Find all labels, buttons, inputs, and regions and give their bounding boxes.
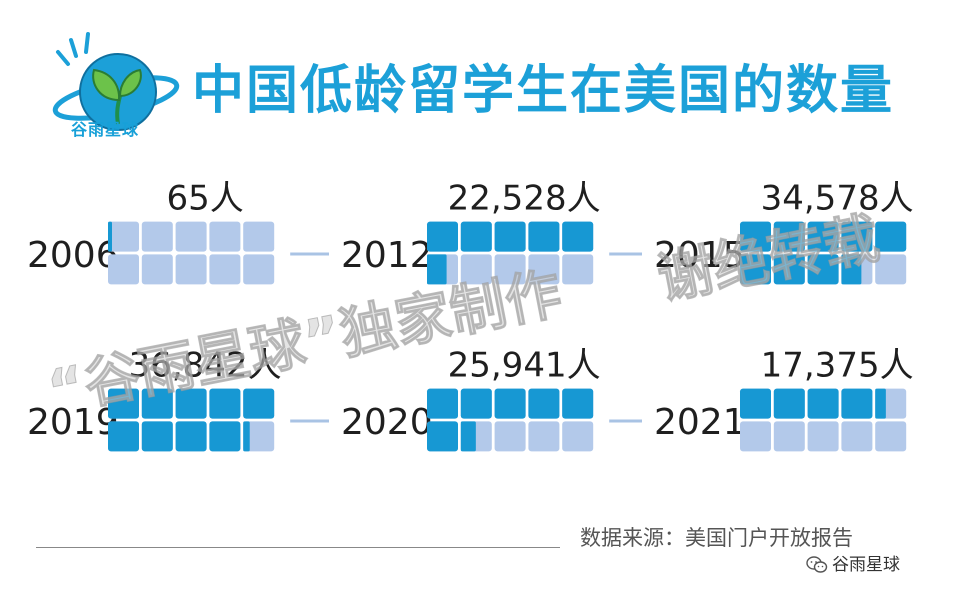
waffle-cell	[175, 254, 207, 285]
waffle-cell	[209, 254, 241, 285]
wechat-icon	[806, 556, 828, 573]
waffle-cell	[243, 254, 275, 285]
waffle-cell	[460, 254, 492, 285]
waffle-cell-fill	[141, 388, 173, 419]
waffle-cell-fill	[141, 421, 173, 452]
waffle-cell-fill	[528, 221, 560, 252]
waffle-cell-fill	[427, 388, 458, 419]
waffle-cell	[141, 221, 173, 252]
footer-divider	[36, 547, 560, 548]
waffle-cell	[175, 221, 207, 252]
waffle-cell-fill	[494, 388, 526, 419]
waffle-cell-fill	[807, 388, 839, 419]
waffle-cell	[740, 421, 771, 452]
waffle-cell-fill	[562, 388, 594, 419]
waffle-cell-fill	[427, 221, 458, 252]
waffle-cell-fill	[807, 221, 839, 252]
value-label: 22,528人	[448, 179, 601, 219]
value-label: 17,375人	[761, 346, 914, 386]
waffle-cell-fill	[528, 388, 560, 419]
year-label: 2019	[27, 402, 119, 443]
waffle-cell-fill	[807, 254, 839, 285]
chart-title: 中国低龄留学生在美国的数量	[192, 61, 895, 121]
waffle-cell	[141, 254, 173, 285]
waffle-cell-fill	[108, 388, 139, 419]
waffle-cell	[875, 254, 907, 285]
year-label: 2020	[341, 402, 433, 443]
waffle-cell-fill	[875, 388, 886, 419]
waffle-cell-fill	[427, 254, 447, 285]
waffle-cell-fill	[494, 221, 526, 252]
year-label: 2021	[654, 402, 746, 443]
year-label: 2015	[654, 235, 746, 276]
waffle-cell	[562, 254, 594, 285]
waffle-cell-fill	[773, 254, 805, 285]
waffle-cell-fill	[460, 388, 492, 419]
source-note: 数据来源：美国门户开放报告	[580, 526, 853, 550]
year-label: 2006	[27, 235, 119, 276]
waffle-cell	[108, 254, 139, 285]
waffle-cell	[528, 254, 560, 285]
waffle-cell	[562, 421, 594, 452]
waffle-cell-fill	[841, 254, 862, 285]
waffle-cell-fill	[243, 388, 275, 419]
value-label: 25,941人	[448, 346, 601, 386]
waffle-cell	[807, 421, 839, 452]
waffle-cell-fill	[460, 421, 476, 452]
waffle-cell	[841, 421, 873, 452]
wechat-badge: 谷雨星球	[806, 550, 900, 575]
waffle-cell-fill	[460, 221, 492, 252]
waffle-cell	[209, 221, 241, 252]
waffle-cell-fill	[740, 221, 771, 252]
waffle-cell	[243, 221, 275, 252]
waffle-cell-fill	[209, 388, 241, 419]
waffle-cell-fill	[562, 221, 594, 252]
waffle-cell	[875, 421, 907, 452]
waffle-cell-fill	[841, 388, 873, 419]
value-label: 34,578人	[761, 179, 914, 219]
waffle-cell-fill	[427, 421, 458, 452]
waffle-cell-fill	[175, 388, 207, 419]
waffle-cell-fill	[740, 388, 771, 419]
waffle-cell	[773, 421, 805, 452]
waffle-cell	[528, 421, 560, 452]
waffle-cell-fill	[209, 421, 241, 452]
waffle-cell	[108, 221, 139, 252]
year-label: 2012	[341, 235, 433, 276]
waffle-cell	[243, 421, 275, 452]
waffle-cell	[494, 421, 526, 452]
waffle-cell-fill	[773, 221, 805, 252]
waffle-cell	[494, 254, 526, 285]
value-label: 36,842人	[129, 346, 282, 386]
waffle-cell-fill	[175, 421, 207, 452]
waffle-cell-fill	[243, 421, 250, 452]
value-label: 65人	[166, 179, 243, 219]
waffle-cell-fill	[740, 254, 771, 285]
sprout-globe-icon	[52, 32, 180, 131]
waffle-cell-fill	[108, 221, 112, 252]
waffle-cell-fill	[108, 421, 139, 452]
wechat-label: 谷雨星球	[832, 555, 900, 575]
logo-label: 谷雨星球	[70, 120, 139, 139]
waffle-cell-fill	[841, 221, 873, 252]
waffle-cell-fill	[773, 388, 805, 419]
waffle-cell-fill	[875, 221, 907, 252]
